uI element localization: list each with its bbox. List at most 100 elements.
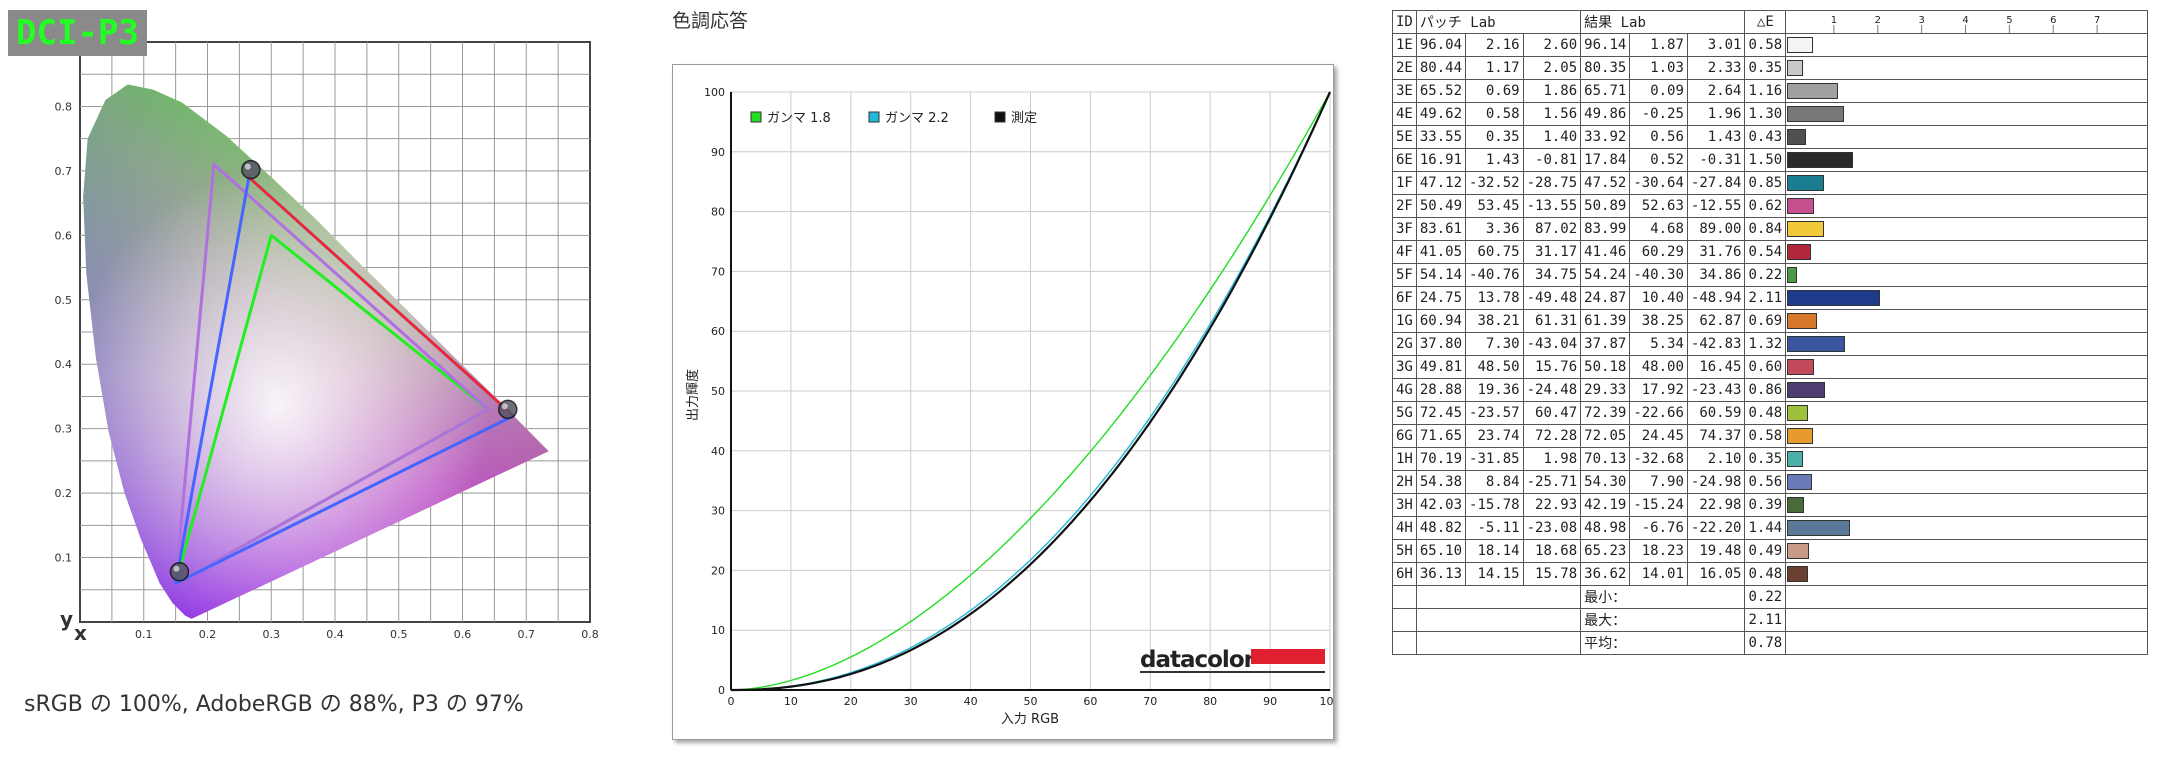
tone-response-xlabel: 入力 RGB	[1001, 712, 1059, 727]
delta-e-bar-cell	[1785, 125, 2149, 149]
patch-b: 22.93	[1522, 493, 1582, 517]
patch-l: 96.04	[1415, 33, 1467, 57]
patch-b: 31.17	[1522, 240, 1582, 264]
patch-a: -5.11	[1465, 516, 1524, 540]
result-b: 1.96	[1686, 102, 1746, 126]
delta-e-bar	[1787, 405, 1809, 421]
table-row: 1G 60.94 38.21 61.31 61.39 38.25 62.87 0.69	[1392, 309, 2149, 333]
delta-e-scale-tick: 7	[2094, 15, 2100, 26]
row-id: 5F	[1392, 263, 1417, 287]
patch-a: 0.58	[1465, 102, 1524, 126]
patch-b: 15.78	[1522, 562, 1582, 586]
delta-e-bar-cell	[1785, 102, 2149, 126]
patch-b: -25.71	[1522, 470, 1582, 494]
row-id: 5H	[1392, 539, 1417, 563]
delta-e-bar-cell	[1785, 148, 2149, 172]
patch-a: 14.15	[1465, 562, 1524, 586]
table-row: 3G 49.81 48.50 15.76 50.18 48.00 16.45 0.60	[1392, 355, 2149, 379]
result-b: -23.43	[1686, 378, 1746, 402]
table-row: 2E 80.44 1.17 2.05 80.35 1.03 2.33 0.35	[1392, 56, 2149, 80]
delta-e-bar-cell	[1785, 194, 2149, 218]
delta-e-scale-tick: 5	[2006, 15, 2012, 26]
delta-e-bar-cell	[1785, 447, 2149, 471]
row-id: 4F	[1392, 240, 1417, 264]
delta-e-bar	[1787, 129, 1807, 145]
result-b: -0.31	[1686, 148, 1746, 172]
delta-e-bar	[1787, 566, 1809, 582]
tone-response-chart: 0 10 20 30 40 50 60 70 80 90 100 0 10 20 30 40 50 60 70 80 9…	[685, 86, 1341, 727]
patch-l: 16.91	[1415, 148, 1467, 172]
patch-b: 60.47	[1522, 401, 1582, 425]
delta-e-scale-tick: 6	[2050, 15, 2056, 26]
delta-e-bar	[1787, 474, 1812, 490]
patch-a: 60.75	[1465, 240, 1524, 264]
delta-e-bar	[1787, 198, 1815, 214]
patch-a: 38.21	[1465, 309, 1524, 333]
table-row: 3H 42.03 -15.78 22.93 42.19 -15.24 22.98 0.39	[1392, 493, 2149, 517]
delta-e-value: 0.85	[1744, 171, 1787, 195]
patch-b: 2.60	[1522, 33, 1582, 57]
delta-e-value: 0.43	[1744, 125, 1787, 149]
delta-e-bar	[1787, 520, 1851, 536]
row-id: 3H	[1392, 493, 1417, 517]
patch-a: -40.76	[1465, 263, 1524, 287]
result-b: 1.43	[1686, 125, 1746, 149]
table-row: 5E 33.55 0.35 1.40 33.92 0.56 1.43 0.43	[1392, 125, 2149, 149]
delta-e-value: 0.54	[1744, 240, 1787, 264]
result-b: 60.59	[1686, 401, 1746, 425]
patch-l: 33.55	[1415, 125, 1467, 149]
tone-response-frame: 0 10 20 30 40 50 60 70 80 90 100 0 10 20 30 40 50 60 70 80 9…	[672, 64, 1341, 740]
delta-e-bar	[1787, 451, 1803, 467]
patch-l: 49.62	[1415, 102, 1467, 126]
result-a: 14.01	[1629, 562, 1688, 586]
header-result-lab: 結果 Lab	[1580, 10, 1746, 34]
delta-e-bar-cell	[1785, 401, 2149, 425]
delta-e-value: 1.32	[1744, 332, 1787, 356]
result-l: 47.52	[1580, 171, 1631, 195]
result-l: 83.99	[1580, 217, 1631, 241]
result-a: 18.23	[1629, 539, 1688, 563]
result-l: 50.18	[1580, 355, 1631, 379]
row-id: 6E	[1392, 148, 1417, 172]
delta-e-bar-cell	[1785, 539, 2149, 563]
tone-x-tick: 0	[728, 695, 735, 708]
delta-e-value: 0.60	[1744, 355, 1787, 379]
delta-e-value: 0.22	[1744, 263, 1787, 287]
patch-l: 83.61	[1415, 217, 1467, 241]
tone-curve-series-2	[731, 91, 1332, 692]
row-id: 5G	[1392, 401, 1417, 425]
delta-e-value: 0.39	[1744, 493, 1787, 517]
patch-a: 18.14	[1465, 539, 1524, 563]
patch-a: 3.36	[1465, 217, 1524, 241]
cie-x-tick: 0.6	[454, 628, 472, 641]
delta-e-value: 1.16	[1744, 79, 1787, 103]
table-row: 1H 70.19 -31.85 1.98 70.13 -32.68 2.10 0.35	[1392, 447, 2149, 471]
delta-e-bar	[1787, 359, 1814, 375]
result-b: 34.86	[1686, 263, 1746, 287]
result-a: -40.30	[1629, 263, 1688, 287]
tone-x-tick: 80	[1203, 695, 1217, 708]
patch-a: 2.16	[1465, 33, 1524, 57]
legend-label-2: 測定	[1011, 111, 1037, 126]
delta-e-bar	[1787, 497, 1805, 513]
gamut-triangle-3	[248, 176, 515, 417]
delta-e-bar	[1787, 267, 1797, 283]
tone-y-tick: 50	[711, 385, 725, 398]
row-id: 4H	[1392, 516, 1417, 540]
patch-b: -43.04	[1522, 332, 1582, 356]
table-row: 5F 54.14 -40.76 34.75 54.24 -40.30 34.86 0.22	[1392, 263, 2149, 287]
row-id: 1G	[1392, 309, 1417, 333]
result-a: 4.68	[1629, 217, 1688, 241]
patch-a: 48.50	[1465, 355, 1524, 379]
result-l: 48.98	[1580, 516, 1631, 540]
table-row: 6H 36.13 14.15 15.78 36.62 14.01 16.05 0.48	[1392, 562, 2149, 586]
patch-a: 13.78	[1465, 286, 1524, 310]
delta-e-scale-tick: 2	[1875, 15, 1881, 26]
patch-b: 18.68	[1522, 539, 1582, 563]
summary-label: 最小：	[1580, 585, 1746, 609]
result-l: 96.14	[1580, 33, 1631, 57]
result-a: 17.92	[1629, 378, 1688, 402]
patch-b: 15.76	[1522, 355, 1582, 379]
tone-x-tick: 30	[904, 695, 918, 708]
result-l: 41.46	[1580, 240, 1631, 264]
